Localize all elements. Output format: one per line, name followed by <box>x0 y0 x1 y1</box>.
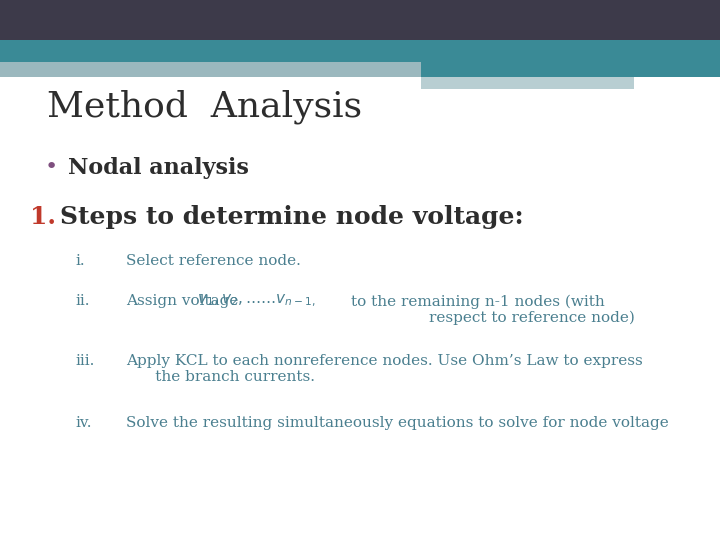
Text: Apply KCL to each nonreference nodes. Use Ohm’s Law to express
      the branch : Apply KCL to each nonreference nodes. Us… <box>126 354 643 384</box>
Text: Steps to determine node voltage:: Steps to determine node voltage: <box>60 205 523 229</box>
Text: ii.: ii. <box>76 294 90 308</box>
Text: Nodal analysis: Nodal analysis <box>68 157 249 179</box>
Text: 1.: 1. <box>30 205 56 229</box>
Text: Select reference node.: Select reference node. <box>126 254 301 268</box>
Text: Solve the resulting simultaneously equations to solve for node voltage: Solve the resulting simultaneously equat… <box>126 416 669 430</box>
Text: iii.: iii. <box>76 354 95 368</box>
Text: to the remaining n-1 nodes (with
                respect to reference node): to the remaining n-1 nodes (with respect… <box>351 294 635 326</box>
Text: Method  Analysis: Method Analysis <box>47 89 362 124</box>
Text: i.: i. <box>76 254 85 268</box>
Text: iv.: iv. <box>76 416 92 430</box>
Text: Assign voltage: Assign voltage <box>126 294 243 308</box>
Text: $\mathit{v}_{1}, \mathit{v}_{2}, ……\mathit{v}_{n-1,}$: $\mathit{v}_{1}, \mathit{v}_{2}, ……\math… <box>197 293 315 309</box>
Text: •: • <box>45 157 58 177</box>
